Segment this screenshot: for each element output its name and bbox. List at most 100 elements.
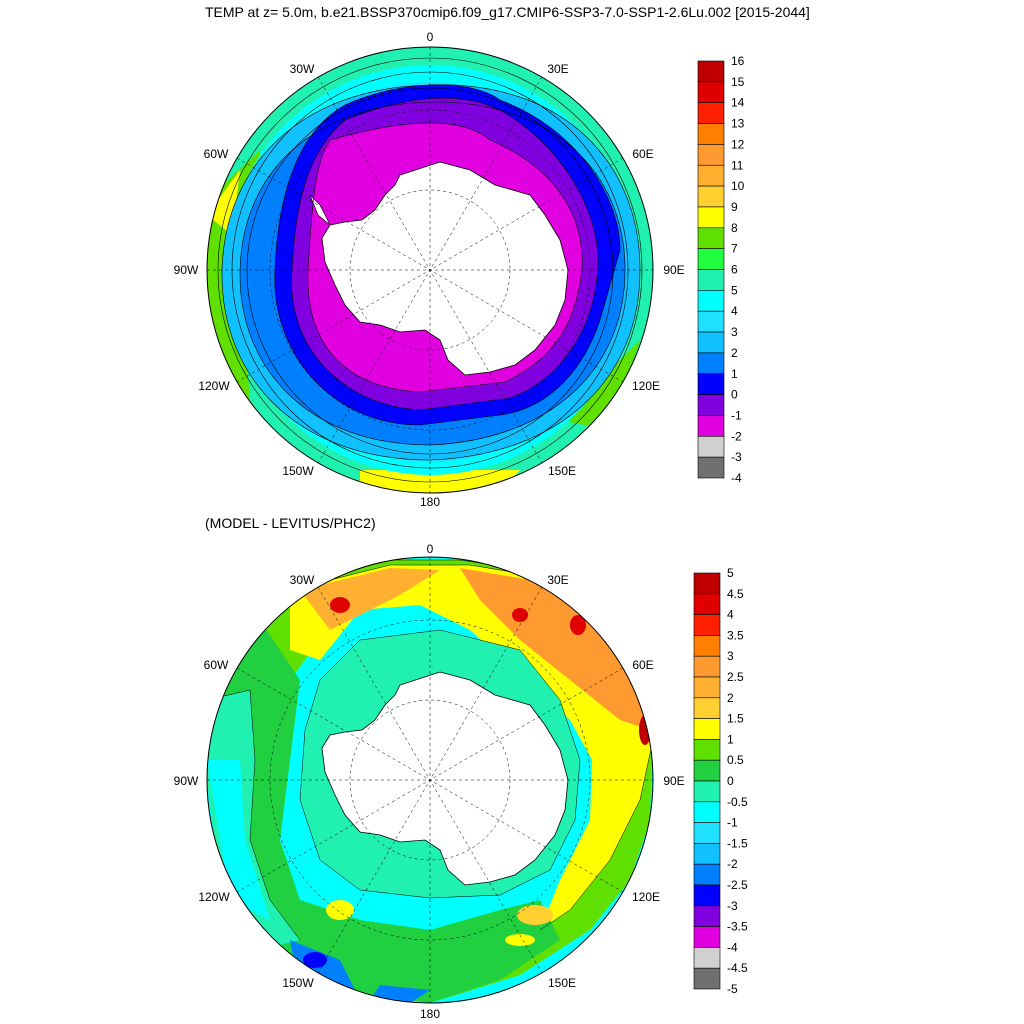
top-colorbar-swatch-11 — [697, 290, 725, 312]
lon-label-30e: 30E — [547, 62, 568, 76]
lon-label-150w: 150W — [282, 464, 314, 478]
top-colorbar-label: 3 — [731, 325, 738, 339]
top-colorbar-label: 15 — [731, 75, 745, 89]
bottom-colorbar-swatch-12 — [693, 822, 721, 844]
lon-label-90w-bottom: 90W — [174, 774, 199, 788]
lon-label-180: 180 — [420, 495, 440, 509]
bottom-colorbar-swatch-13 — [693, 843, 721, 865]
top-colorbar-swatch-19 — [697, 456, 725, 479]
lon-label-120e-bottom: 120E — [632, 890, 660, 904]
lon-label-150e: 150E — [548, 464, 576, 478]
bottom-colorbar-label: 1 — [727, 732, 734, 746]
lon-label-30e-bottom: 30E — [547, 573, 568, 587]
top-colorbar-swatch-4 — [697, 144, 725, 166]
top-colorbar-label: 0 — [731, 388, 738, 402]
bottom-colorbar-label: -5 — [727, 982, 738, 996]
bottom-colorbar-swatch-14 — [693, 863, 721, 886]
plot-title: TEMP at z= 5.0m, b.e21.BSSP370cmip6.f09_… — [205, 4, 810, 20]
top-colorbar-label: 4 — [731, 304, 738, 318]
lon-label-60w-bottom: 60W — [204, 658, 229, 672]
top-colorbar-swatch-8 — [697, 227, 725, 249]
difference-title: (MODEL - LEVITUS/PHC2) — [205, 515, 376, 531]
bottom-colorbar-label: -4 — [727, 940, 738, 954]
top-colorbar-swatch-18 — [697, 435, 725, 458]
lon-label-60w: 60W — [204, 147, 229, 161]
bottom-colorbar-label: 2.5 — [727, 670, 744, 684]
bottom-colorbar-label: -3 — [727, 899, 738, 913]
top-colorbar-swatch-7 — [697, 206, 725, 229]
top-colorbar-label: -1 — [731, 408, 742, 422]
lon-label-180-bottom: 180 — [420, 1007, 440, 1021]
bottom-colorbar-label: -2.5 — [727, 878, 748, 892]
bottom-colorbar-label: -3.5 — [727, 920, 748, 934]
top-colorbar-swatch-6 — [697, 185, 725, 208]
top-colorbar-label: 16 — [731, 54, 745, 68]
bottom-colorbar-label: 1.5 — [727, 712, 744, 726]
bottom-colorbar-label: 2 — [727, 691, 734, 705]
top-colorbar-label: 1 — [731, 367, 738, 381]
lon-label-150w-bottom: 150W — [282, 976, 314, 990]
bottom-colorbar-swatch-15 — [693, 884, 721, 907]
lon-label-120e: 120E — [632, 379, 660, 393]
lon-label-30w: 30W — [290, 62, 315, 76]
bottom-colorbar-swatch-17 — [693, 926, 721, 948]
lon-label-0-bottom: 0 — [427, 542, 434, 556]
bottom-colorbar-label: 4 — [727, 608, 734, 622]
bottom-colorbar-label: 0 — [727, 774, 734, 788]
top-colorbar-label: 14 — [731, 96, 745, 110]
top-colorbar-label: 5 — [731, 283, 738, 297]
bottom-colorbar-label: -1.5 — [727, 836, 748, 850]
bottom-colorbar-swatch-11 — [693, 801, 721, 823]
bottom-colorbar-label: 4.5 — [727, 587, 744, 601]
bottom-colorbar-swatch-1 — [693, 593, 721, 615]
top-colorbar-swatch-5 — [697, 164, 725, 187]
lon-label-90e-bottom: 90E — [663, 774, 684, 788]
bottom-colorbar-label: 5 — [727, 566, 734, 580]
top-colorbar-label: 6 — [731, 263, 738, 277]
bottom-difference-field — [207, 557, 653, 1003]
bottom-colorbar-swatch-7 — [693, 718, 721, 740]
top-colorbar-label: 7 — [731, 242, 738, 256]
bottom-colorbar-label: -4.5 — [727, 961, 748, 975]
bottom-colorbar-label: 3 — [727, 649, 734, 663]
top-colorbar-label: 10 — [731, 179, 745, 193]
bottom-colorbar-swatch-0 — [693, 572, 721, 595]
bottom-colorbar-label: -1 — [727, 816, 738, 830]
top-colorbar-swatch-15 — [697, 373, 725, 395]
top-colorbar-swatch-0 — [697, 60, 725, 83]
top-colorbar-swatch-13 — [697, 331, 725, 354]
bottom-colorbar-swatch-2 — [693, 614, 721, 636]
lon-label-90e: 90E — [663, 263, 684, 277]
bottom-colorbar-swatch-19 — [693, 967, 721, 990]
top-colorbar-swatch-12 — [697, 310, 725, 333]
top-colorbar-swatch-2 — [697, 102, 725, 124]
bottom-colorbar-swatch-16 — [693, 905, 721, 927]
top-colorbar-swatch-3 — [697, 123, 725, 145]
bottom-colorbar-swatch-10 — [693, 780, 721, 803]
top-colorbar-label: -3 — [731, 450, 742, 464]
bottom-colorbar-label: -2 — [727, 857, 738, 871]
top-colorbar-label: -2 — [731, 429, 742, 443]
lon-label-60e: 60E — [632, 147, 653, 161]
bottom-colorbar-swatch-3 — [693, 635, 721, 657]
bottom-colorbar-swatch-9 — [693, 759, 721, 782]
top-colorbar-label: 13 — [731, 117, 745, 131]
top-colorbar-label: 11 — [731, 158, 744, 172]
bottom-colorbar-label: 0.5 — [727, 753, 744, 767]
lon-label-120w: 120W — [198, 379, 230, 393]
lon-label-60e-bottom: 60E — [632, 658, 653, 672]
bottom-colorbar-label: -0.5 — [727, 795, 748, 809]
top-colorbar-swatch-17 — [697, 415, 725, 437]
top-colorbar-label: 9 — [731, 200, 738, 214]
top-colorbar-swatch-16 — [697, 394, 725, 416]
top-temperature-field — [207, 47, 653, 493]
lon-label-150e-bottom: 150E — [548, 976, 576, 990]
bottom-colorbar-swatch-6 — [693, 697, 721, 719]
bottom-colorbar-swatch-8 — [693, 739, 721, 761]
top-colorbar-swatch-9 — [697, 248, 725, 270]
top-colorbar-swatch-10 — [697, 269, 725, 291]
top-colorbar-label: 8 — [731, 221, 738, 235]
bottom-colorbar-label: 3.5 — [727, 628, 744, 642]
